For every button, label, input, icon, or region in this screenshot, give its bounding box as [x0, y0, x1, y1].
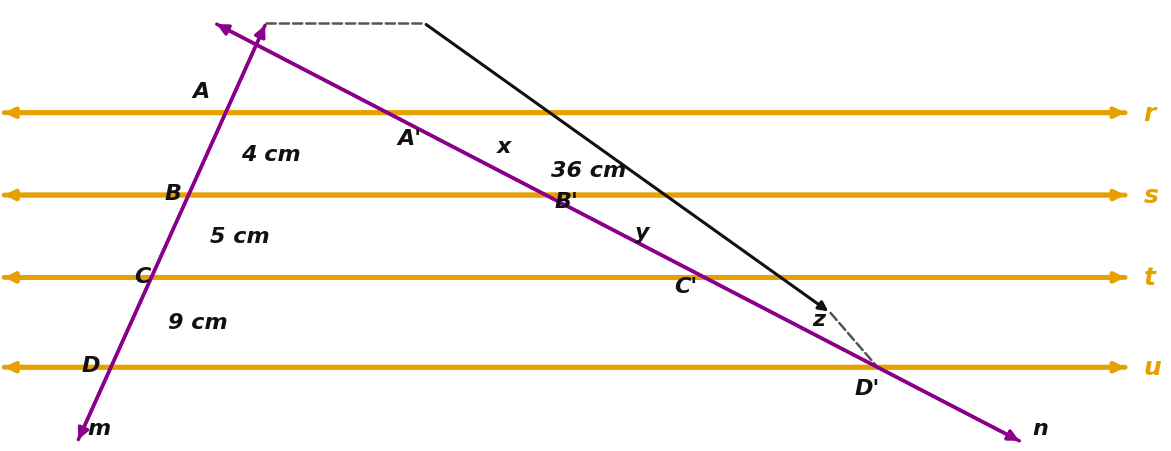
Text: z: z: [813, 309, 826, 329]
Text: n: n: [1032, 419, 1048, 438]
Text: B: B: [165, 184, 182, 204]
Text: A: A: [193, 82, 210, 102]
Text: s: s: [1144, 184, 1158, 207]
Text: D': D': [855, 379, 879, 399]
Text: m: m: [88, 419, 111, 438]
Text: B': B': [554, 192, 578, 212]
Text: C: C: [135, 266, 151, 286]
Text: r: r: [1144, 101, 1156, 125]
Text: D: D: [82, 355, 101, 376]
Text: u: u: [1144, 355, 1162, 379]
Text: 36 cm: 36 cm: [552, 161, 626, 181]
Text: y: y: [635, 223, 650, 243]
Text: 4 cm: 4 cm: [241, 145, 301, 165]
Text: x: x: [497, 137, 512, 157]
Text: 5 cm: 5 cm: [210, 227, 269, 247]
Text: A': A': [398, 129, 422, 148]
Text: 9 cm: 9 cm: [169, 313, 228, 332]
Text: C': C': [674, 276, 698, 296]
Text: t: t: [1144, 266, 1156, 290]
